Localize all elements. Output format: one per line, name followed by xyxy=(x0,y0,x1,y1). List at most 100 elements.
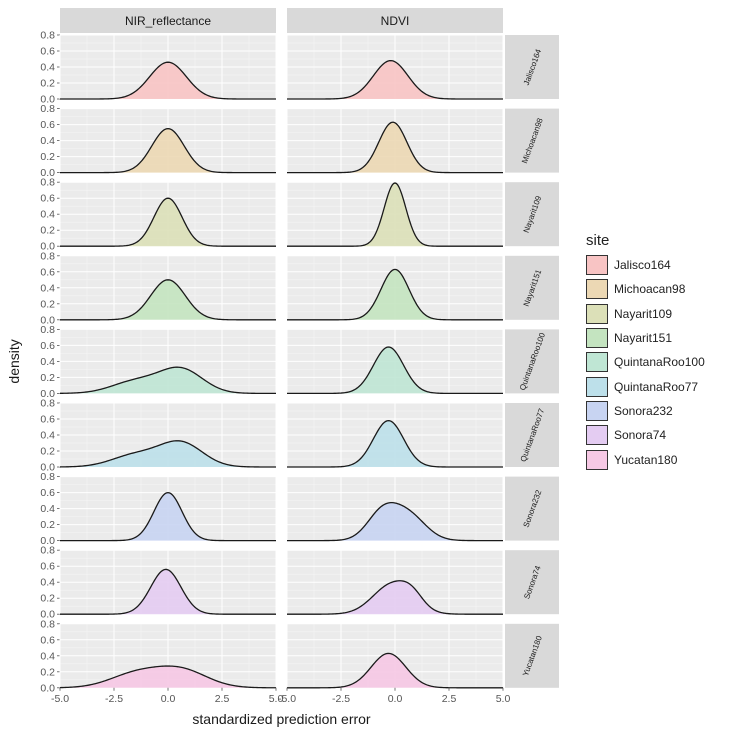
density-line xyxy=(287,346,503,395)
legend-item: Nayarit151 xyxy=(586,326,705,350)
x-tick-label: -2.5 xyxy=(105,693,123,705)
y-tick-label: 0.2 xyxy=(40,519,55,531)
y-tick-label: 0.4 xyxy=(40,430,55,442)
y-tick-label: 0.6 xyxy=(40,193,55,205)
y-tick-label: 0.6 xyxy=(40,119,55,131)
legend-item: Michoacan98 xyxy=(586,277,705,301)
y-tick-label: 0.6 xyxy=(40,634,55,646)
density-area xyxy=(287,183,503,247)
column-strip xyxy=(60,8,276,33)
row-strip xyxy=(505,35,559,99)
x-tick-label: 5.0 xyxy=(496,693,511,705)
x-tick-label: -2.5 xyxy=(332,693,350,705)
density-line xyxy=(60,61,276,100)
legend-label: QuintanaRoo100 xyxy=(614,355,705,370)
column-strip-label: NIR_reflectance xyxy=(125,14,211,28)
legend-key-jalisco164 xyxy=(586,255,608,276)
y-tick-label: 0.8 xyxy=(40,30,55,42)
row-strip xyxy=(505,403,559,467)
legend-label: Nayarit109 xyxy=(614,306,673,321)
row-strip xyxy=(505,182,559,247)
legend-item: Sonora232 xyxy=(586,399,705,423)
x-tick-label: -5.0 xyxy=(51,693,69,705)
y-tick-label: 0.2 xyxy=(40,151,55,163)
y-tick-label: 0.0 xyxy=(40,682,55,694)
y-tick-label: 0.8 xyxy=(40,103,55,115)
density-area xyxy=(287,347,503,394)
density-area xyxy=(60,62,276,99)
density-line xyxy=(287,121,503,174)
row-strip xyxy=(505,108,559,173)
y-tick-label: 0.2 xyxy=(40,666,55,678)
y-tick-label: 0.8 xyxy=(40,545,55,557)
y-tick-label: 0.8 xyxy=(40,250,55,262)
density-area xyxy=(60,492,276,541)
y-tick-label: 0.6 xyxy=(40,414,55,426)
y-tick-label: 0.4 xyxy=(40,503,55,515)
legend-label: Sonora74 xyxy=(614,428,667,443)
density-line xyxy=(60,127,276,174)
legend-item: QuintanaRoo77 xyxy=(586,374,705,398)
legend-label: Nayarit151 xyxy=(614,331,673,346)
y-tick-label: 0.4 xyxy=(40,62,55,74)
y-tick-label: 0.4 xyxy=(40,135,55,147)
legend-item: QuintanaRoo100 xyxy=(586,350,705,374)
row-strip xyxy=(505,329,559,394)
legend-key-michoacan98 xyxy=(586,279,608,300)
y-tick-label: 0.6 xyxy=(40,340,55,352)
legend-key-quintanaroo100 xyxy=(586,352,608,373)
density-line xyxy=(60,197,276,247)
legend-label: QuintanaRoo77 xyxy=(614,379,699,394)
y-tick-label: 0.6 xyxy=(40,46,55,58)
column-strip xyxy=(287,8,503,33)
y-tick-label: 0.4 xyxy=(40,282,55,294)
y-tick-label: 0.6 xyxy=(40,561,55,573)
y-tick-label: 0.0 xyxy=(40,167,55,179)
y-tick-label: 0.0 xyxy=(40,314,55,326)
legend-key-sonora232 xyxy=(586,400,608,421)
legend: site Jalisco164 Michoacan98 Nayarit109 N… xyxy=(586,232,705,472)
density-line xyxy=(287,580,503,615)
y-tick-label: 0.6 xyxy=(40,487,55,499)
y-tick-label: 0.2 xyxy=(40,225,55,237)
y-tick-label: 0.8 xyxy=(40,177,55,189)
legend-item: Yucatan180 xyxy=(586,447,705,471)
y-tick-label: 0.8 xyxy=(40,398,55,410)
y-tick-label: 0.4 xyxy=(40,209,55,221)
density-area xyxy=(60,279,276,320)
y-tick-label: 0.8 xyxy=(40,324,55,336)
density-area xyxy=(60,440,276,467)
legend-key-sonora74 xyxy=(586,425,608,446)
x-tick-label: 2.5 xyxy=(215,693,230,705)
legend-item: Jalisco164 xyxy=(586,253,705,277)
row-strip xyxy=(505,476,559,541)
x-tick-label: 0.0 xyxy=(388,693,403,705)
y-tick-label: 0.0 xyxy=(40,94,55,106)
x-tick-label: 5.0 xyxy=(269,693,284,705)
density-line xyxy=(60,491,276,542)
legend-item: Nayarit109 xyxy=(586,302,705,326)
density-line xyxy=(59,665,277,689)
row-strip xyxy=(505,623,559,688)
legend-key-nayarit151 xyxy=(586,328,608,349)
legend-title: site xyxy=(586,232,610,249)
density-area xyxy=(60,128,276,173)
density-line xyxy=(287,419,503,468)
y-tick-label: 0.8 xyxy=(40,471,55,483)
y-tick-label: 0.2 xyxy=(40,372,55,384)
legend-label: Michoacan98 xyxy=(614,282,686,297)
y-axis-title: density xyxy=(6,339,22,383)
y-tick-label: 0.0 xyxy=(40,388,55,400)
y-tick-label: 0.4 xyxy=(40,650,55,662)
y-tick-label: 0.4 xyxy=(40,356,55,368)
legend-item: Sonora74 xyxy=(586,423,705,447)
legend-key-quintanaroo77 xyxy=(586,376,608,397)
legend-label: Yucatan180 xyxy=(614,452,678,467)
density-area xyxy=(60,666,276,688)
density-line xyxy=(60,279,276,321)
y-tick-label: 0.0 xyxy=(40,241,55,253)
density-area xyxy=(287,653,503,688)
column-strip-label: NDVI xyxy=(381,14,410,28)
